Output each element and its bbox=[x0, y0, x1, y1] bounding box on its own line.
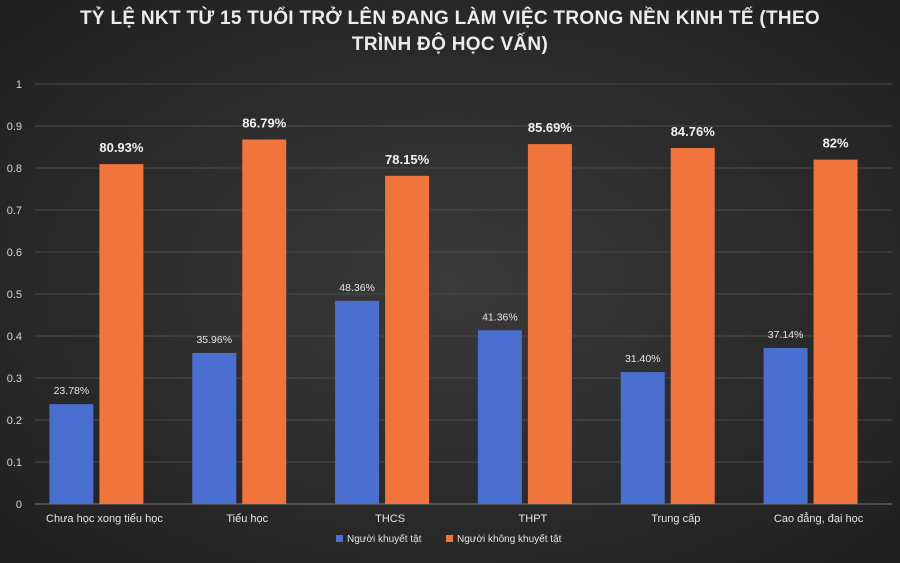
x-category-label: Chưa học xong tiểu học bbox=[46, 513, 163, 525]
data-label: 35.96% bbox=[196, 334, 232, 346]
bar-khong-nkt bbox=[670, 148, 715, 504]
bar-khong-nkt bbox=[527, 144, 572, 505]
y-tick-label: 0.4 bbox=[7, 331, 22, 343]
legend-swatch bbox=[446, 535, 453, 542]
x-category-label: Tiểu học bbox=[226, 513, 268, 525]
data-label: 48.36% bbox=[339, 282, 375, 294]
x-category-label: THPT bbox=[519, 513, 548, 525]
bar-nkt bbox=[763, 348, 808, 504]
legend-label: Người khuyết tật bbox=[347, 533, 422, 545]
y-tick-label: 0.6 bbox=[7, 247, 22, 259]
legend-swatch bbox=[336, 535, 343, 542]
bar-khong-nkt bbox=[242, 139, 287, 504]
bar-khong-nkt bbox=[385, 175, 430, 504]
y-tick-label: 0.5 bbox=[7, 289, 22, 301]
bar-nkt bbox=[192, 352, 237, 504]
data-label: 80.93% bbox=[99, 140, 144, 155]
bar-khong-nkt bbox=[813, 159, 858, 504]
bar-nkt bbox=[620, 372, 665, 504]
x-category-label: Cao đẳng, đại học bbox=[774, 512, 864, 525]
data-label: 84.76% bbox=[671, 124, 716, 139]
legend-label: Người không khuyết tật bbox=[457, 533, 562, 545]
data-label: 86.79% bbox=[242, 115, 287, 130]
y-tick-label: 0.9 bbox=[7, 121, 22, 133]
x-category-label: THCS bbox=[375, 513, 405, 525]
data-label: 82% bbox=[823, 136, 849, 151]
y-tick-label: 0.2 bbox=[7, 415, 22, 427]
bar-nkt bbox=[49, 404, 94, 504]
bar-khong-nkt bbox=[99, 164, 144, 504]
data-label: 41.36% bbox=[482, 311, 518, 323]
bar-nkt bbox=[477, 330, 522, 504]
data-label: 37.14% bbox=[768, 329, 804, 341]
y-tick-label: 0.7 bbox=[7, 205, 22, 217]
x-category-label: Trung cấp bbox=[651, 513, 700, 525]
chart-title-line-2: TRÌNH ĐỘ HỌC VẤN) bbox=[351, 34, 549, 55]
y-tick-label: 0.3 bbox=[7, 373, 22, 385]
data-label: 31.40% bbox=[625, 353, 661, 365]
bar-nkt bbox=[335, 300, 380, 504]
data-label: 85.69% bbox=[528, 120, 573, 135]
data-label: 78.15% bbox=[385, 152, 430, 167]
y-tick-label: 0.1 bbox=[7, 457, 22, 469]
y-tick-label: 1 bbox=[16, 79, 22, 91]
chart-title: TỶ LỆ NKT TỪ 15 TUỔI TRỞ LÊN ĐANG LÀM VI… bbox=[0, 6, 900, 58]
data-label: 23.78% bbox=[54, 385, 90, 397]
chart-title-line-1: TỶ LỆ NKT TỪ 15 TUỔI TRỞ LÊN ĐANG LÀM VI… bbox=[80, 8, 820, 29]
y-tick-label: 0 bbox=[16, 499, 22, 511]
y-tick-label: 0.8 bbox=[7, 163, 22, 175]
